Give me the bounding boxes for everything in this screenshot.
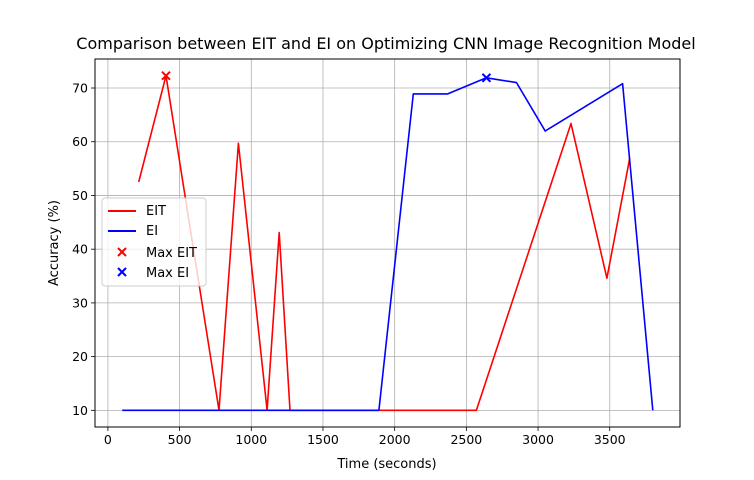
legend: EIT EI Max EIT Max EI	[101, 197, 207, 287]
legend-swatch-max-ei	[117, 267, 127, 277]
legend-marker-glyph	[117, 247, 127, 257]
legend-label-max-eit: Max EIT	[146, 246, 197, 261]
series-lines	[122, 74, 654, 412]
max-markers	[161, 70, 492, 83]
legend-box	[101, 197, 207, 287]
plot-frame	[94, 58, 681, 428]
x-tick-label: 2500	[450, 432, 482, 447]
legend-marker-glyph	[117, 267, 127, 277]
legend-label-ei: EI	[146, 224, 158, 239]
y-tick-label: 30	[72, 295, 88, 310]
legend-label-max-ei: Max EI	[146, 266, 189, 281]
x-tick-label: 500	[168, 432, 192, 447]
x-tick-label: 1500	[307, 432, 339, 447]
y-tick-label: 10	[72, 403, 88, 418]
x-tick-label: 3500	[594, 432, 626, 447]
x-tick-label: 1000	[235, 432, 267, 447]
chart-title: Comparison between EIT and EI on Optimiz…	[76, 34, 695, 53]
series-line-ei	[122, 77, 654, 412]
x-axis-ticks: 0 500 1000 1500 2000 2500 3000 3500	[104, 427, 626, 447]
y-tick-label: 60	[72, 134, 88, 149]
y-axis-ticks: 10 20 30 40 50 60 70	[72, 81, 95, 418]
x-tick-label: 2000	[379, 432, 411, 447]
y-tick-label: 70	[72, 81, 88, 96]
marker-max-eit	[161, 70, 171, 81]
x-tick-label: 3000	[522, 432, 554, 447]
legend-label-eit: EIT	[146, 204, 166, 219]
marker-max-ei	[481, 73, 492, 83]
y-tick-label: 20	[72, 349, 88, 364]
x-axis-label: Time (seconds)	[336, 457, 436, 472]
x-tick-label: 0	[104, 432, 112, 447]
y-tick-label: 50	[72, 188, 88, 203]
y-tick-label: 40	[72, 242, 88, 257]
legend-swatch-max-eit	[117, 247, 127, 257]
y-axis-label: Accuracy (%)	[47, 200, 62, 286]
